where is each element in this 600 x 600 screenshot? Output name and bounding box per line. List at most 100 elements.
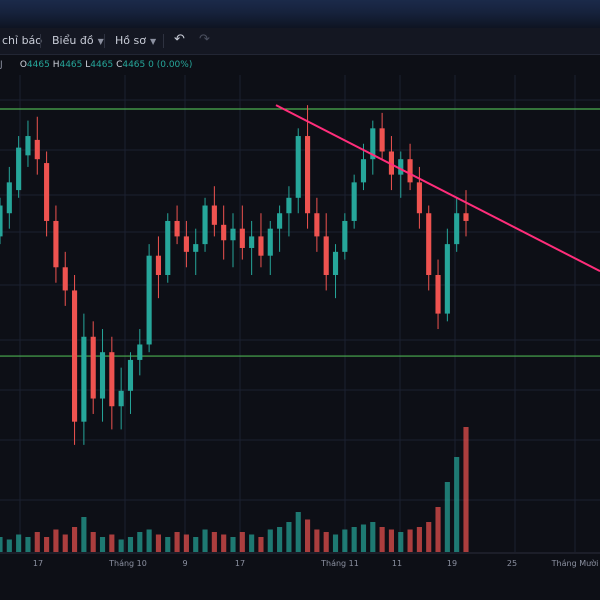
candle-body <box>109 352 115 407</box>
candle-body <box>277 213 283 229</box>
volume-bar <box>407 529 413 552</box>
candle-body <box>407 159 413 183</box>
volume-bar <box>221 534 227 552</box>
high-value: 4465 <box>59 60 83 70</box>
volume-bar <box>379 527 385 552</box>
toolbar-divider <box>104 34 105 48</box>
volume-bar <box>6 539 12 552</box>
candle-body <box>165 220 171 275</box>
volume-bar <box>426 522 432 552</box>
candle-body <box>174 220 180 237</box>
candle-body <box>267 228 273 256</box>
volume-bar <box>81 517 87 552</box>
volume-bar <box>332 534 339 552</box>
undo-icon[interactable]: ↶ <box>174 32 185 47</box>
volume-bar <box>155 534 162 552</box>
profile-menu-button[interactable]: Hồ sơ ▼ <box>115 34 156 47</box>
candle-body <box>416 182 422 214</box>
candle-body <box>221 224 227 241</box>
candle-body <box>323 236 329 275</box>
volume-bar <box>286 522 292 552</box>
open-label: O <box>19 60 27 70</box>
volume-bar <box>258 537 264 552</box>
candle-body <box>137 344 143 360</box>
volume-bar <box>230 537 236 552</box>
volume-bar <box>193 537 199 552</box>
x-tick-label: 19 <box>447 559 457 568</box>
candle-body <box>90 336 96 399</box>
candle-body <box>360 159 367 183</box>
x-tick-label: 25 <box>507 559 517 568</box>
volume-bar <box>342 529 348 552</box>
close-label: C <box>116 60 123 70</box>
candle-body <box>34 139 40 160</box>
volume-bar <box>463 427 469 552</box>
candle-body <box>155 255 162 275</box>
candle-body <box>118 390 124 407</box>
candle-body <box>398 159 404 175</box>
volume-bar <box>127 537 134 552</box>
high-label: H <box>52 60 60 70</box>
x-tick-label: 11 <box>392 559 402 568</box>
close-value: 4465 <box>122 60 146 70</box>
candle-body <box>25 136 31 156</box>
volume-bar <box>109 534 115 552</box>
candles <box>0 105 469 445</box>
candle-body <box>202 205 208 245</box>
toolbar-divider <box>40 34 41 48</box>
profile-menu-label: Hồ sơ <box>115 34 146 47</box>
volume-bar <box>34 532 40 552</box>
candle-body <box>62 267 68 291</box>
volume-bar <box>137 532 143 552</box>
volume-bar <box>314 529 320 552</box>
candle-body <box>351 182 357 221</box>
redo-icon[interactable]: ↷ <box>199 32 210 47</box>
candle-body <box>454 213 460 245</box>
candle-body <box>53 220 59 268</box>
open-value: 4465 <box>26 60 50 70</box>
candle-body <box>99 352 106 399</box>
volume-bar <box>249 534 255 552</box>
symbol-label: J <box>0 60 3 70</box>
low-label: L <box>85 60 91 70</box>
volume-bar <box>295 512 301 552</box>
volume-bar <box>90 532 96 552</box>
volume-bar <box>454 457 460 552</box>
volume-bar <box>239 532 245 552</box>
candle-body <box>258 236 264 256</box>
x-tick-label: Tháng 11 <box>320 559 359 568</box>
volume-bar <box>16 534 22 552</box>
x-tick-label: Tháng Mười <box>551 558 599 568</box>
candle-body <box>332 251 339 275</box>
x-tick-label: Tháng 10 <box>108 559 147 568</box>
chart-menu-button[interactable]: Biểu đồ ▼ <box>52 34 104 47</box>
volume-bar <box>435 507 441 552</box>
chart-grid <box>0 75 600 552</box>
x-tick-label: 17 <box>235 559 245 568</box>
indicators-button[interactable]: chỉ báo <box>2 34 43 47</box>
volume-bar <box>370 522 376 552</box>
ohlc-legend: J O4465 H4465 L4465 C4465 0 (0.00%) <box>0 60 192 70</box>
volume-bar <box>444 482 450 552</box>
volume-bars <box>0 427 469 552</box>
candle-body <box>286 197 292 214</box>
candle-body <box>426 213 432 275</box>
volume-bar <box>304 519 311 552</box>
volume-bar <box>71 527 78 552</box>
volume-bar <box>360 524 367 552</box>
candle-body <box>370 128 376 160</box>
candle-body <box>183 236 189 252</box>
volume-bar <box>44 537 50 552</box>
trendline-group <box>275 104 600 273</box>
candle-body <box>193 244 199 252</box>
candle-body <box>444 244 450 314</box>
volume-bar <box>99 537 106 552</box>
volume-bar <box>146 529 152 552</box>
candle-body <box>44 163 50 221</box>
x-tick-label: 9 <box>182 559 187 568</box>
candle-body <box>342 220 348 252</box>
volume-bar <box>62 534 68 552</box>
volume-bar <box>211 532 217 552</box>
volume-bar <box>416 527 422 552</box>
